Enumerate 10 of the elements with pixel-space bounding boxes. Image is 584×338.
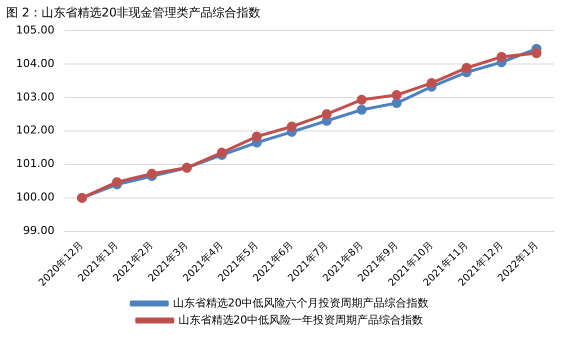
y-tick-label: 101.00 (16, 157, 54, 170)
y-tick-label: 105.00 (16, 23, 54, 36)
y-tick-label: 102.00 (16, 124, 54, 137)
y-tick-label: 99.00 (22, 224, 54, 238)
legend-label: 山东省精选20中低风险六个月投资周期产品综合指数 (172, 296, 429, 310)
y-tick-label: 104.00 (16, 56, 54, 70)
y-tick-label: 100.00 (16, 190, 54, 204)
y-tick-label: 103.00 (16, 90, 54, 104)
legend-label: 山东省精选20中低风险一年投资周期产品综合指数 (178, 313, 424, 326)
chart-title: 图 2：山东省精选20非现金管理类产品综合指数 (6, 5, 261, 20)
